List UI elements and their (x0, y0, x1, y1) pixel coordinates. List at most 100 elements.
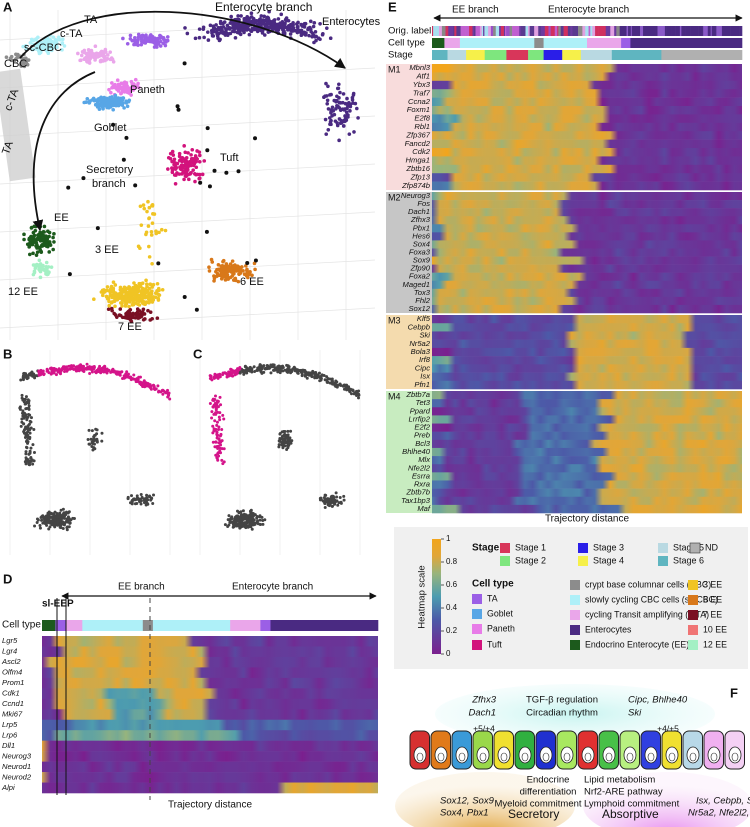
cell-point (225, 27, 229, 31)
cell-point (61, 527, 65, 531)
cell-point (221, 258, 226, 263)
cell-point (95, 100, 100, 104)
cell-point (79, 53, 84, 58)
cell-point (185, 168, 190, 172)
label: 6 EE (240, 276, 264, 288)
cell-point (336, 86, 341, 91)
cell-point (139, 42, 144, 47)
cell-point (54, 40, 59, 44)
nucleolus (731, 752, 739, 762)
cell-point (184, 156, 189, 160)
cell-point (132, 281, 136, 285)
cell-point (250, 27, 255, 31)
cell-point (146, 36, 151, 40)
cell-point (284, 16, 289, 20)
cell-point (224, 272, 229, 276)
nucleus (728, 746, 742, 764)
highlight-box (0, 68, 36, 182)
cell-point (170, 166, 174, 170)
cell-point (109, 96, 113, 100)
cell-point (198, 180, 203, 185)
cell-point (134, 297, 139, 302)
cell-point (29, 226, 34, 230)
cell-point (334, 106, 338, 111)
cell-point (346, 115, 350, 119)
cell-point (229, 14, 233, 19)
cell-point (124, 101, 129, 105)
cell-point (333, 119, 338, 123)
label: Tuft (220, 152, 239, 164)
cell-point (26, 430, 30, 434)
cell-point (124, 286, 128, 291)
label: TA (0, 139, 16, 156)
cell-point (120, 304, 124, 308)
cell-point (46, 229, 50, 234)
cell-point (183, 26, 187, 30)
cell-point (59, 508, 63, 512)
cell-point (44, 240, 49, 244)
cell-point (173, 166, 177, 170)
cell-point (107, 303, 112, 308)
cell-point (233, 266, 237, 271)
cell-point (158, 39, 163, 44)
cell-point (42, 40, 47, 44)
nucleus (623, 746, 637, 764)
cell-point (149, 291, 154, 296)
nucleus (518, 746, 532, 764)
cell-point (128, 318, 133, 322)
nucleolus (479, 752, 487, 762)
cell-point (112, 293, 116, 297)
cell-point (38, 262, 43, 267)
cell-point (27, 252, 32, 257)
cell-point (165, 38, 170, 43)
cell-point (335, 104, 339, 108)
cell-point (31, 251, 35, 256)
cell-point (347, 132, 352, 136)
cell-point (58, 37, 62, 42)
cell-point (279, 12, 284, 17)
cell-point (230, 270, 235, 275)
cell-point (279, 21, 284, 26)
cell-point (197, 35, 202, 40)
cell-point (52, 44, 56, 48)
cell-point (145, 493, 149, 497)
cell-point (102, 288, 106, 292)
cell-point (177, 151, 182, 156)
cell-point (264, 17, 269, 21)
cell-point (154, 231, 159, 236)
cell-point (66, 185, 71, 190)
cell-point (38, 232, 43, 237)
cell-point (236, 14, 240, 18)
cell-point (251, 21, 256, 25)
cell-point (215, 271, 220, 276)
cell-point (182, 144, 186, 148)
cell-point (249, 15, 254, 19)
cell-point (105, 98, 110, 103)
cell-point (20, 417, 24, 421)
cell-point (146, 224, 151, 228)
cell-point (197, 153, 202, 158)
cell-point (202, 35, 206, 40)
cell-point (335, 98, 339, 103)
cell-point (132, 287, 137, 292)
cell-point (118, 86, 123, 91)
cell-point (312, 40, 316, 45)
cell-point (107, 299, 111, 304)
cell-point (37, 47, 42, 52)
cell-point (224, 262, 229, 266)
nucleolus (689, 752, 697, 762)
label: EE (54, 212, 69, 224)
cell-point (352, 130, 356, 134)
cell-point (141, 203, 146, 207)
cell-point (85, 96, 90, 101)
cell-point (267, 9, 271, 14)
cell-point (171, 153, 176, 157)
cell-point (228, 262, 233, 266)
cell-point (236, 169, 241, 174)
cell-point (108, 290, 113, 295)
cell-point (104, 294, 109, 299)
cell-point (194, 159, 198, 164)
nucleus (476, 746, 490, 764)
cell-point (49, 265, 54, 269)
cell-point (148, 310, 153, 314)
